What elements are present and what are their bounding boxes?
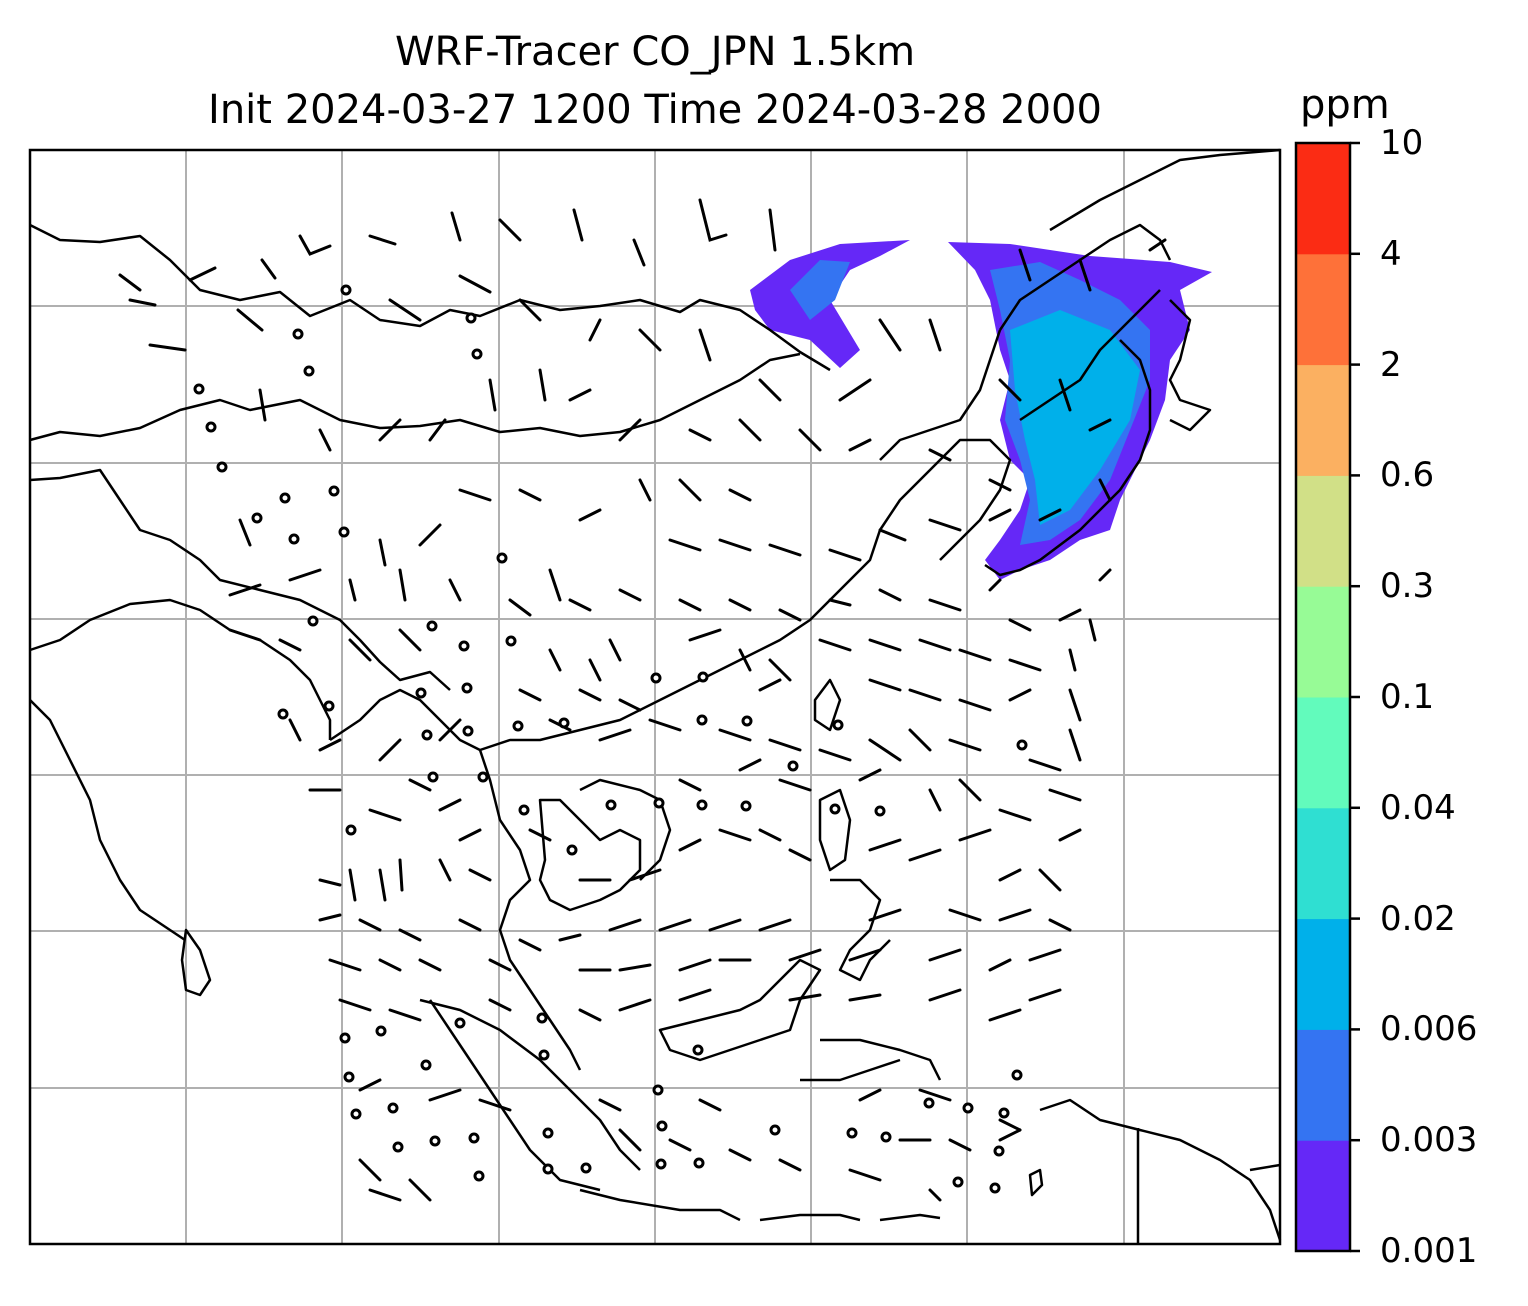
map-title-line1: WRF-Tracer CO_JPN 1.5km — [394, 29, 916, 75]
colorbar-tick-label: 0.04 — [1380, 787, 1456, 828]
map-frame — [28, 148, 1282, 1246]
colorbar-segment — [1296, 143, 1350, 255]
colorbar-segment — [1296, 586, 1350, 698]
colorbar-tick-label: 0.02 — [1380, 898, 1456, 939]
colorbar-tick-label: 0.1 — [1380, 677, 1435, 717]
colorbar-tick-label: 4 — [1380, 233, 1402, 274]
colorbar-tick-label: 0.001 — [1380, 1231, 1478, 1271]
colorbar — [1294, 141, 1360, 1253]
map-plot-area — [28, 148, 1282, 1246]
colorbar-segment — [1296, 1029, 1350, 1141]
map-title-line2: Init 2024-03-27 1200 Time 2024-03-28 200… — [208, 87, 1102, 133]
colorbar-unit-label: ppm — [1300, 82, 1390, 128]
colorbar-tick-label: 2 — [1380, 344, 1402, 385]
colorbar-tick-label: 0.3 — [1380, 566, 1435, 607]
colorbar-segment — [1296, 807, 1350, 920]
gridlines — [30, 150, 1280, 1244]
colorbar-segment — [1296, 918, 1350, 1030]
colorbar-tick-label: 0.6 — [1380, 455, 1435, 496]
colorbar-segment — [1296, 1140, 1350, 1252]
wind-barbs — [118, 198, 1167, 1202]
coastlines — [29, 148, 1282, 1244]
colorbar-segment — [1296, 364, 1350, 476]
co-tracer-plume — [750, 240, 1212, 580]
colorbar-segment — [1296, 697, 1350, 809]
colorbar-segment — [1296, 475, 1350, 587]
calm-wind-circles — [193, 284, 1028, 1194]
colorbar-tick-label: 10 — [1380, 123, 1424, 163]
colorbar-tick-label: 0.003 — [1380, 1120, 1478, 1161]
colorbar-tick-label: 0.006 — [1380, 1009, 1478, 1050]
colorbar-segment — [1296, 253, 1350, 366]
